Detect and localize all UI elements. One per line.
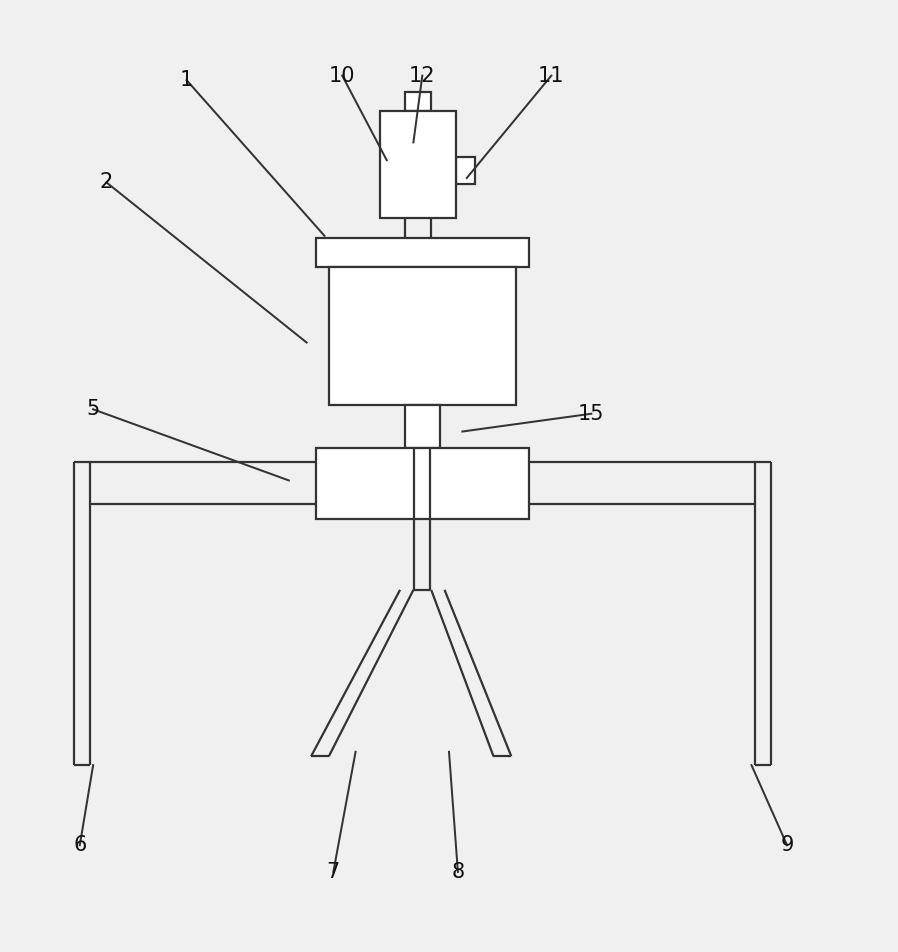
Bar xyxy=(315,238,529,267)
Text: 1: 1 xyxy=(180,70,193,90)
Bar xyxy=(404,91,431,111)
Text: 5: 5 xyxy=(86,399,100,419)
Text: 10: 10 xyxy=(329,66,356,86)
Bar xyxy=(315,447,529,519)
Bar xyxy=(329,267,515,405)
Bar xyxy=(455,157,475,184)
Text: 7: 7 xyxy=(327,862,340,882)
Text: 15: 15 xyxy=(578,404,604,424)
Text: 6: 6 xyxy=(73,835,86,855)
Bar xyxy=(380,111,455,218)
Text: 11: 11 xyxy=(538,66,565,86)
Text: 8: 8 xyxy=(452,862,464,882)
Bar xyxy=(404,405,440,447)
Text: 9: 9 xyxy=(780,835,794,855)
Text: 2: 2 xyxy=(100,172,113,192)
Text: 12: 12 xyxy=(409,66,436,86)
